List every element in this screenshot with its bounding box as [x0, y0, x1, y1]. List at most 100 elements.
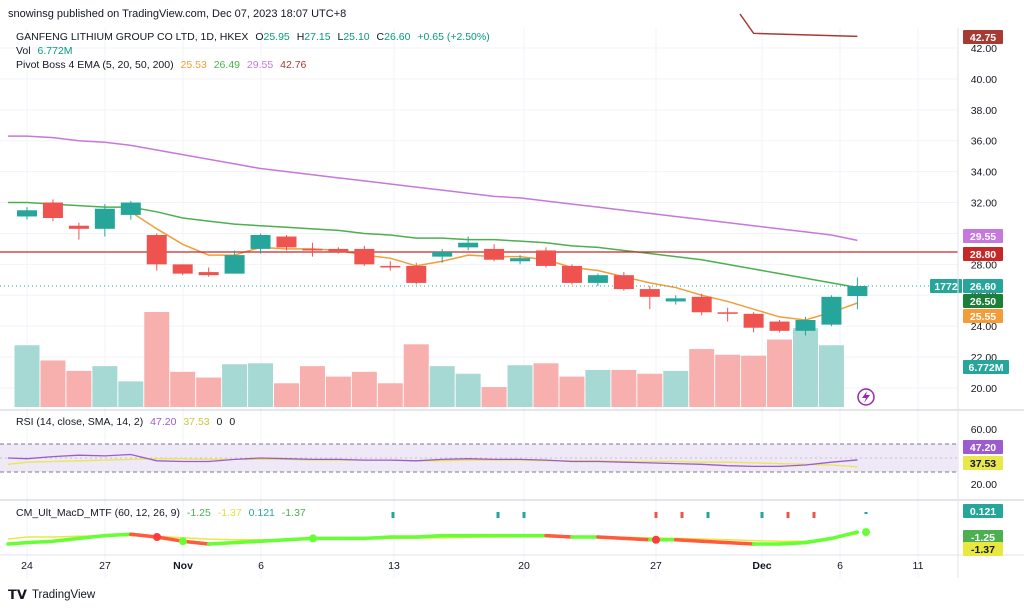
- macd-hist-bar: [760, 512, 764, 518]
- candle-body: [821, 296, 842, 325]
- rsi-sma-value: 37.53: [183, 416, 210, 428]
- macd-line-segment: [674, 538, 704, 543]
- volume-bar: [325, 376, 351, 407]
- lightning-icon: [857, 388, 875, 406]
- macd-line-segment: [206, 540, 237, 546]
- ema5-value: 25.53: [180, 59, 207, 71]
- macd-line-segment: [596, 535, 626, 541]
- rsi-tick-label: 60.00: [971, 424, 997, 436]
- ohlc-change: +0.65 (+2.50%): [417, 31, 490, 43]
- symbol-legend[interactable]: GANFENG LITHIUM GROUP CO LTD, 1D, HKEX O…: [16, 31, 494, 43]
- volume-bar: [248, 363, 274, 407]
- ema20-badge-bg: [963, 294, 1003, 308]
- candle-body: [94, 208, 115, 229]
- rsi-badge: 47.20: [970, 442, 996, 454]
- time-axis-label: 24: [21, 560, 33, 572]
- macd-hist-bar: [706, 512, 710, 518]
- volume-bar: [793, 328, 818, 407]
- macd-legend[interactable]: CM_Ult_MacD_MTF (60, 12, 26, 9) -1.25 -1…: [16, 507, 310, 519]
- candle-body: [717, 312, 738, 314]
- rsi-legend[interactable]: RSI (14, close, SMA, 14, 2) 47.20 37.53 …: [16, 416, 239, 428]
- macd-badge-bg: [963, 530, 1003, 544]
- ema20-value: 26.49: [213, 59, 240, 71]
- volume-bar: [222, 364, 248, 407]
- volume-bar: [118, 381, 144, 407]
- volume-bar: [611, 369, 637, 407]
- tradingview-logo[interactable]: 𝗧𝗩 TradingView: [8, 587, 95, 603]
- macd-line-segment: [803, 536, 834, 545]
- candle-body: [68, 225, 89, 229]
- candle-body: [639, 289, 660, 297]
- ema200-badge-bg: [963, 30, 1003, 44]
- ohlc-close: C26.60: [376, 31, 411, 43]
- volume-bar: [66, 370, 92, 407]
- candle-body: [380, 265, 401, 268]
- volume-badge: 6.772M: [968, 362, 1003, 374]
- macd-hist-badge-bg: [963, 504, 1003, 518]
- macd-cross-dot: [153, 533, 161, 541]
- macd-line-segment: [6, 540, 29, 546]
- candle-body: [536, 250, 556, 266]
- price-badge: 26.60: [970, 281, 996, 293]
- volume-bar: [533, 363, 559, 407]
- time-axis-label: 6: [258, 560, 264, 572]
- ema200-value: 42.76: [280, 59, 307, 71]
- rsi-line: [7, 453, 858, 468]
- macd-extra-value: -1.37: [281, 507, 306, 519]
- volume-bar: [585, 369, 611, 407]
- symbol-name: GANFENG LITHIUM GROUP CO LTD, 1D, HKEX: [16, 31, 249, 43]
- macd-signal-badge-bg: [963, 542, 1003, 556]
- ohlc-open: O25.95: [255, 31, 290, 43]
- candle-body: [510, 258, 531, 262]
- level-badge-bg: [963, 247, 1003, 261]
- ema-legend[interactable]: Pivot Boss 4 EMA (5, 20, 50, 200) 25.53 …: [16, 59, 310, 71]
- macd-line-segment: [829, 530, 860, 541]
- candle-body: [613, 275, 634, 290]
- volume-bar: [481, 387, 507, 407]
- ohlc-low: L25.10: [337, 31, 370, 43]
- time-axis-label: Nov: [173, 560, 193, 572]
- rsi-extra-1: 0: [216, 416, 223, 428]
- time-axis-label: 27: [99, 560, 111, 572]
- time-axis-label: 20: [518, 560, 530, 572]
- candle-body: [458, 242, 479, 248]
- candle-body: [172, 264, 193, 274]
- price-tick-label: 42.00: [971, 43, 997, 55]
- time-axis-label: 6: [837, 560, 843, 572]
- time-axis-label: 27: [650, 560, 662, 572]
- volume-bar: [507, 365, 533, 407]
- candle-body: [146, 235, 167, 265]
- macd-line-segment: [258, 538, 289, 543]
- volume-bar: [92, 366, 118, 407]
- macd-line-segment: [51, 536, 81, 543]
- candle-body: [354, 248, 375, 265]
- volume-bar: [377, 383, 403, 407]
- rsi-label: RSI (14, close, SMA, 14, 2): [16, 416, 144, 428]
- candle-body: [743, 313, 764, 328]
- ema50-value: 29.55: [246, 59, 274, 71]
- published-header: snowinsg published on TradingView.com, D…: [8, 8, 347, 20]
- volume-bar: [196, 377, 222, 407]
- macd-line-segment: [414, 533, 444, 539]
- candle-body: [665, 298, 686, 302]
- macd-value: -1.25: [186, 507, 211, 519]
- price-tick-label: 24.00: [971, 321, 997, 333]
- volume-bar: [767, 339, 793, 407]
- time-axis-label: 11: [913, 560, 924, 572]
- ema50-badge: 29.55: [970, 231, 996, 243]
- volume-bar: [274, 383, 299, 407]
- ema50-badge-bg: [963, 229, 1003, 243]
- macd-cross-dot: [179, 537, 187, 546]
- candle-body: [224, 255, 245, 274]
- candle-body: [302, 248, 323, 251]
- volume-bar: [299, 366, 325, 407]
- ema5-badge-bg: [963, 309, 1003, 323]
- volume-legend[interactable]: Vol 6.772M: [16, 45, 77, 57]
- ema200-badge: 42.75: [970, 32, 996, 44]
- price-tick-label: 32.00: [971, 198, 997, 210]
- volume-bar: [689, 349, 715, 407]
- macd-cross-dot: [309, 534, 317, 543]
- price-tick-label: 28.00: [971, 259, 997, 271]
